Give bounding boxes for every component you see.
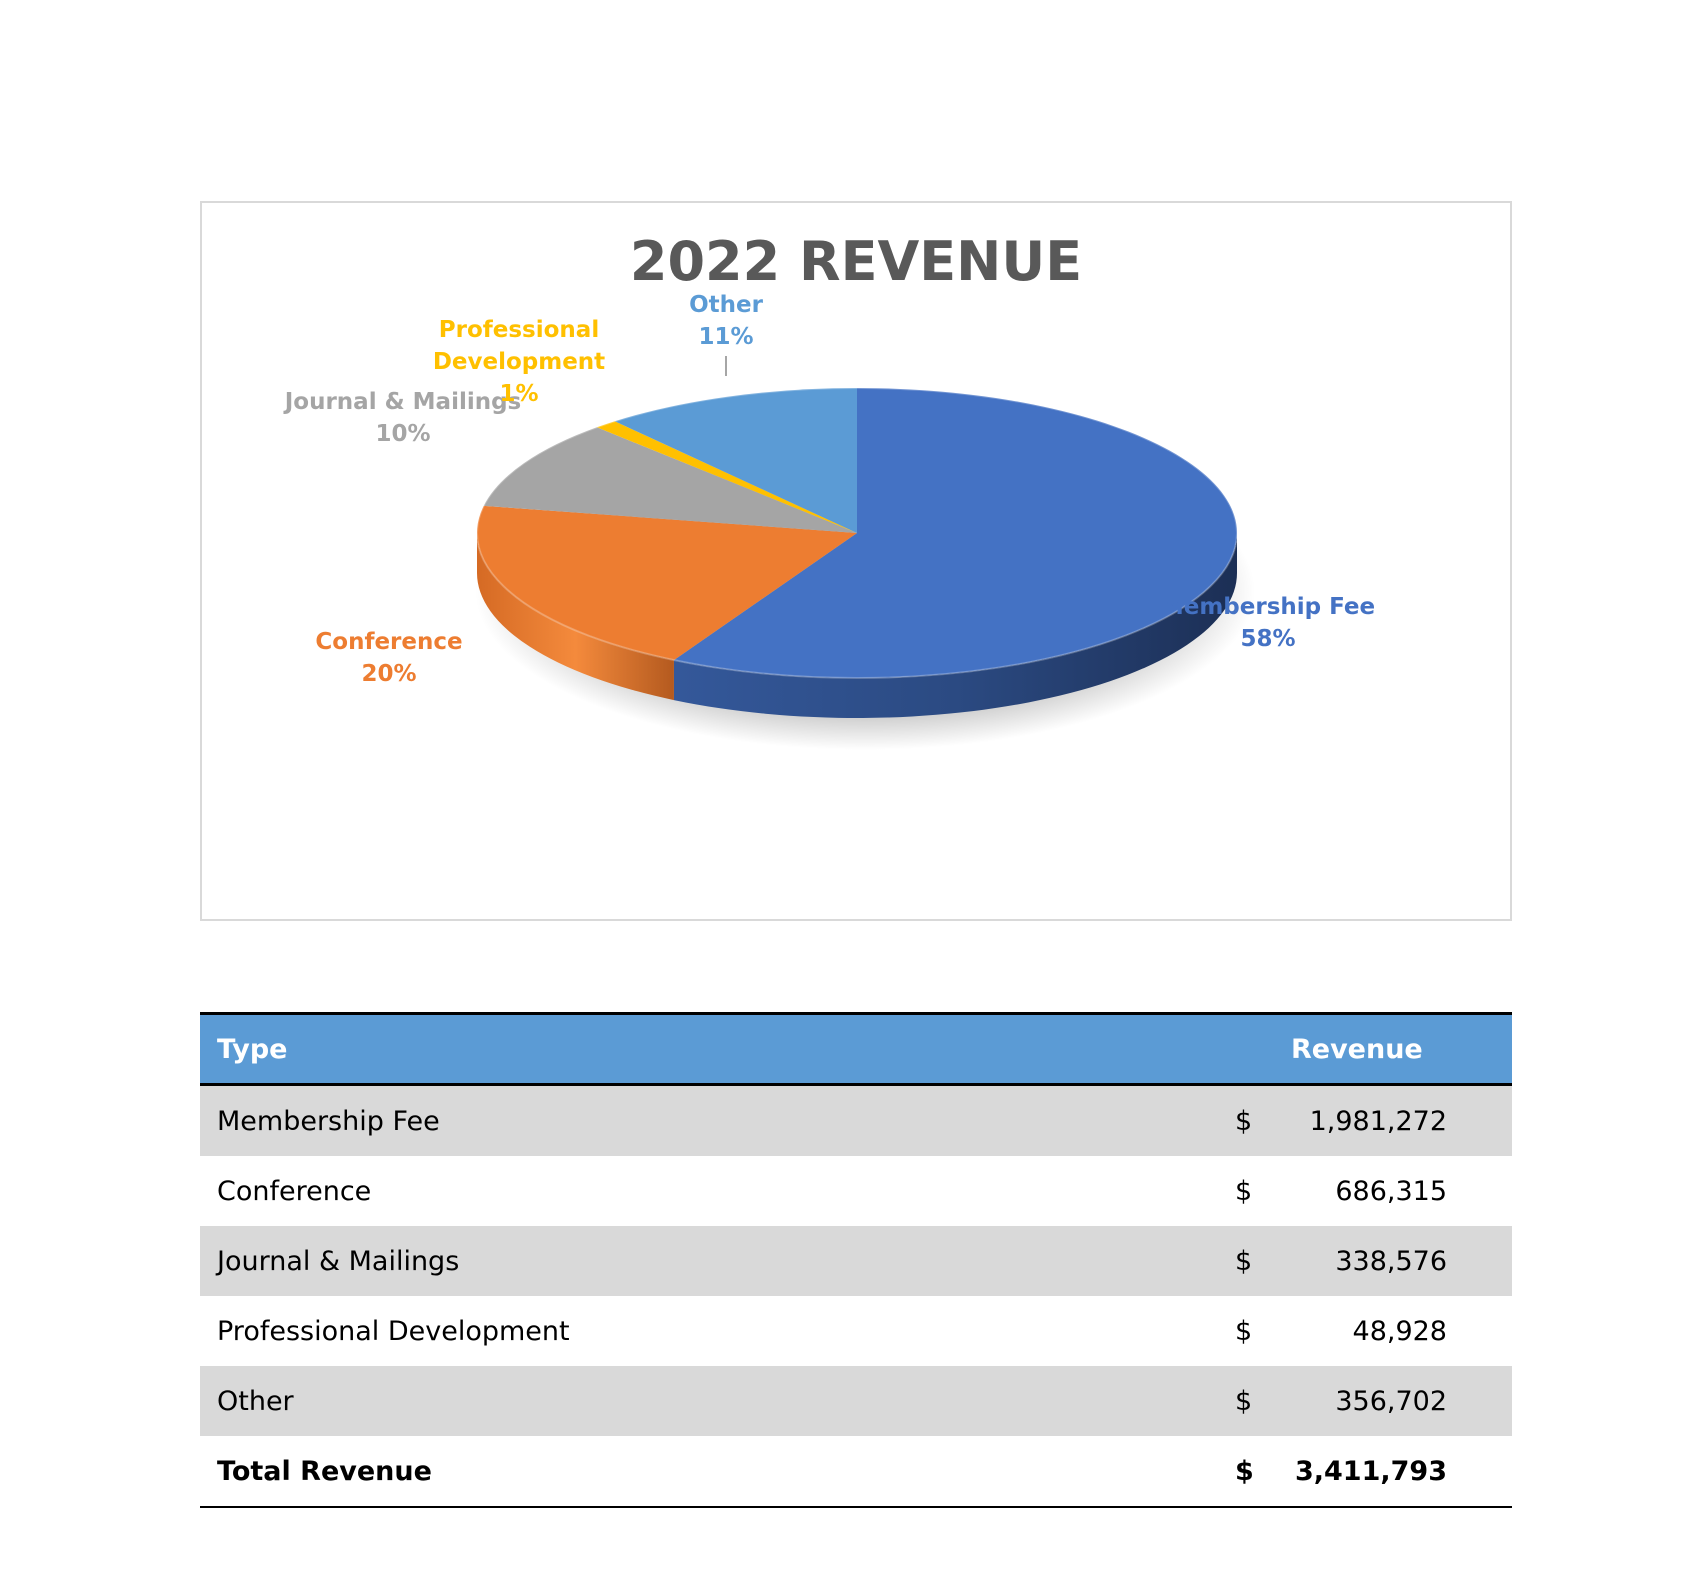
table-row: Membership Fee $ 1,981,272: [200, 1084, 1512, 1156]
table-total-row: Total Revenue $ 3,411,793: [200, 1436, 1512, 1508]
row-type: Other: [200, 1366, 1235, 1436]
total-value: 3,411,793: [1294, 1436, 1447, 1508]
pie-slice-conference: [476, 505, 857, 661]
chart-container: 2022 REVENUE Membership Fee 58% Conference…: [200, 201, 1512, 921]
table-row: Conference $ 686,315: [200, 1156, 1512, 1226]
row-type: Conference: [217, 1175, 372, 1207]
slice-percent-label: 10%: [375, 421, 430, 447]
table-row: Journal & Mailings $ 338,576: [200, 1226, 1512, 1296]
slice-name-label: Other: [689, 292, 764, 318]
pie-slice-professional-development: [596, 421, 857, 533]
slice-percent-label: 11%: [698, 324, 753, 350]
table-row: Other $ 356,702: [200, 1366, 1512, 1436]
table-header-row: Type Revenue: [200, 1012, 1512, 1086]
row-type: Professional Development: [217, 1315, 570, 1347]
total-type: Total Revenue: [200, 1436, 1235, 1508]
row-value: 686,315: [1335, 1175, 1447, 1207]
pie-chart: 2022 REVENUE Membership Fee 58% Conference…: [283, 230, 1375, 750]
table-row: Professional Development $ 48,928: [200, 1296, 1512, 1366]
header-revenue: Revenue: [1234, 1012, 1512, 1086]
row-currency: $: [1234, 1226, 1295, 1296]
slice-name-label: Development: [433, 349, 605, 375]
total-currency: $: [1234, 1436, 1295, 1508]
pie-rim: [476, 387, 1238, 679]
pie-slice-membership-fee: [673, 388, 1237, 679]
pie-slice-other: [614, 388, 857, 533]
revenue-table: Type Revenue Membership Fee $ 1,981,272 …: [200, 1012, 1512, 1508]
row-value: 338,576: [1294, 1226, 1447, 1296]
pie-side-conference: [477, 533, 674, 701]
row-currency: $: [1234, 1084, 1295, 1156]
row-currency: $: [1234, 1315, 1253, 1347]
header-type: Type: [200, 1012, 1235, 1086]
chart-title: 2022 REVENUE: [630, 230, 1082, 293]
pie-slice-journal-mailings: [483, 427, 857, 533]
slice-name-label: Membership Fee: [1161, 594, 1375, 620]
slice-name-label: Professional: [439, 317, 599, 343]
slice-percent-label: 1%: [499, 381, 538, 407]
pie-side-membership-fee: [673, 533, 1237, 718]
row-type: Membership Fee: [200, 1084, 1235, 1156]
slice-name-label: Conference: [315, 629, 462, 655]
row-value: 1,981,272: [1294, 1084, 1447, 1156]
row-type: Journal & Mailings: [200, 1226, 1235, 1296]
row-currency: $: [1234, 1175, 1253, 1207]
row-currency: $: [1234, 1366, 1295, 1436]
row-value: 356,702: [1294, 1366, 1447, 1436]
slice-name-label: Journal & Mailings: [283, 389, 522, 415]
slice-percent-label: 20%: [361, 661, 416, 687]
row-value: 48,928: [1352, 1315, 1447, 1347]
slice-percent-label: 58%: [1240, 626, 1295, 652]
